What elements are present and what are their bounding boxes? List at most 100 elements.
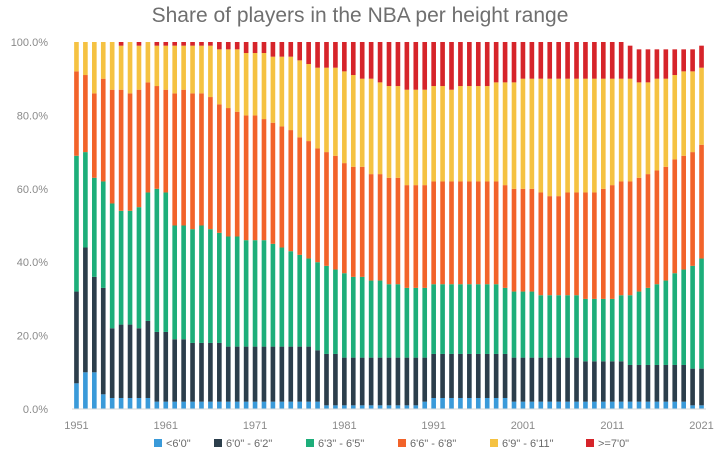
y-axis: 0.0% 20.0% 40.0% 60.0% 80.0% 100.0% <box>11 37 49 416</box>
bar-segment <box>190 45 195 94</box>
bar-segment <box>359 405 365 409</box>
legend-label: 6'3" - 6'5" <box>318 438 364 450</box>
bar-segment <box>556 196 561 296</box>
bar-segment <box>190 401 195 409</box>
bar-segment <box>74 383 79 409</box>
bar-segment <box>92 93 97 178</box>
bar-segment <box>359 276 365 358</box>
y-tick-label: 80.0% <box>17 110 48 122</box>
bar-segment <box>324 405 329 409</box>
bar-segment <box>163 89 169 193</box>
bar-segment <box>556 42 561 79</box>
bar-segment <box>574 357 579 402</box>
bar-segment <box>109 42 115 90</box>
bar-segment <box>306 346 311 402</box>
bar-segment <box>225 346 231 402</box>
bar-segment <box>342 163 347 274</box>
bar-segment <box>583 78 588 193</box>
bar-segment <box>83 247 88 373</box>
bar-segment <box>127 93 133 211</box>
bar-segment <box>172 45 178 94</box>
bar-segment <box>538 78 544 193</box>
bar-segment <box>243 53 249 116</box>
bar-segment <box>618 401 624 409</box>
bar-segment <box>699 258 704 369</box>
bar-segment <box>288 401 294 409</box>
bar-segment <box>681 401 686 409</box>
bar-segment <box>618 295 624 362</box>
bar-segment <box>279 126 285 248</box>
bar-segment <box>234 346 240 402</box>
bar-segment <box>208 97 213 230</box>
bar-segment <box>458 42 463 87</box>
bar-segment <box>217 104 222 233</box>
bar-segment <box>252 240 258 347</box>
bar-segment <box>92 177 97 277</box>
bar-segment <box>458 181 463 285</box>
bar-segment <box>74 291 79 384</box>
bar-segment <box>279 247 285 347</box>
bar-segment <box>413 89 419 186</box>
x-tick-label: 1951 <box>64 420 88 432</box>
bar-segment <box>145 320 151 398</box>
bar-segment <box>690 71 695 153</box>
legend-item: 6'6" - 6'8" <box>398 438 456 450</box>
bar-segment <box>681 155 686 270</box>
legend-label: 6'9" - 6'11" <box>502 438 554 450</box>
bar-segment <box>654 78 660 171</box>
x-tick-label: 1981 <box>332 420 356 432</box>
bar-segment <box>583 42 588 79</box>
bar-segment <box>74 42 79 72</box>
bar-segment <box>413 287 419 358</box>
bar-segment <box>440 284 445 354</box>
bar-segment <box>127 210 133 325</box>
bar-segment <box>333 269 338 354</box>
bar-segment <box>681 71 686 156</box>
bar-segment <box>600 188 606 299</box>
bar-segment <box>118 324 124 398</box>
bar-segment <box>350 276 356 358</box>
bar-segment <box>422 89 428 186</box>
bar-segment <box>511 357 517 402</box>
bar-segment <box>645 174 651 288</box>
bar-segment <box>404 89 410 186</box>
bar-segment <box>368 280 374 358</box>
bar-segment <box>645 401 651 409</box>
bar-segment <box>350 75 356 167</box>
legend-swatch <box>306 439 314 447</box>
bar-segment <box>404 357 410 406</box>
bar-segment <box>636 49 642 83</box>
bar-segment <box>74 155 79 292</box>
bar-segment <box>395 42 401 87</box>
bar-segment <box>511 291 517 358</box>
bar-segment <box>529 291 535 358</box>
bar-segment <box>449 284 454 354</box>
bar-segment <box>252 401 258 409</box>
bar-segment <box>377 357 383 406</box>
bar-segment <box>261 53 267 120</box>
bar-segment <box>547 357 553 402</box>
legend-item: >=7'0" <box>586 438 629 450</box>
bar-segment <box>208 342 213 402</box>
bar-segment <box>681 49 686 72</box>
bar-segment <box>592 401 597 409</box>
bar-segment <box>502 185 508 288</box>
bar-segment <box>654 49 660 79</box>
bar-segment <box>359 357 365 406</box>
bar-segment <box>92 276 97 373</box>
bar-segment <box>225 49 231 109</box>
legend-swatch <box>586 439 594 447</box>
bar-segment <box>333 353 338 406</box>
bar-segment <box>672 159 678 274</box>
bar-segment <box>154 86 160 189</box>
bar-segment <box>583 401 588 409</box>
legend-label: >=7'0" <box>598 438 629 450</box>
bar-segment <box>270 42 276 57</box>
x-axis: 1951 1961 1971 1981 1991 2001 2011 2021 <box>64 420 714 432</box>
bar-segment <box>404 42 410 90</box>
bar-segment <box>449 42 454 90</box>
bar-segment <box>467 397 472 409</box>
bar-segment <box>333 405 338 409</box>
bar-segment <box>217 232 222 343</box>
bar-segment <box>467 181 472 285</box>
